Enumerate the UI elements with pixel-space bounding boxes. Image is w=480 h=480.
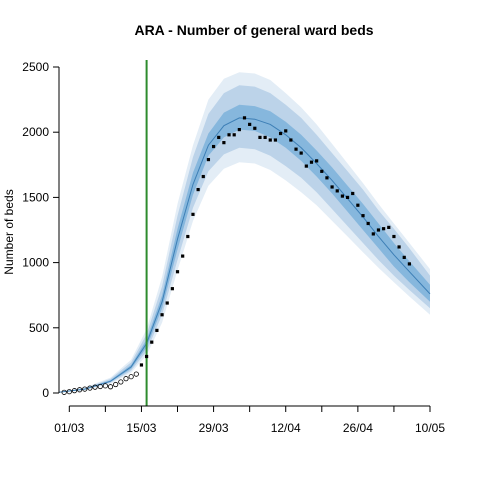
observed-point-filled — [268, 138, 272, 142]
observed-point-filled — [392, 234, 396, 239]
x-tick-label: 01/03 — [54, 421, 84, 435]
observed-point-filled — [165, 301, 169, 305]
y-tick-label: 2500 — [22, 60, 49, 74]
observed-point-filled — [304, 164, 308, 168]
y-tick-label: 1000 — [22, 256, 49, 270]
observed-point-filled — [191, 212, 195, 216]
observed-point-open — [118, 379, 124, 385]
observed-point-filled — [351, 191, 355, 196]
band-outer — [59, 72, 430, 393]
observed-point-filled — [278, 131, 283, 136]
chart-title: ARA - Number of general ward beds — [134, 22, 373, 38]
y-axis-label: Number of beds — [2, 189, 16, 274]
observed-point-open — [97, 383, 103, 390]
observed-point-filled — [340, 194, 345, 198]
observed-point-filled — [371, 232, 375, 236]
observed-point-open — [82, 386, 88, 392]
x-tick-label: 15/03 — [126, 421, 156, 435]
observed-point-filled — [309, 160, 314, 164]
observed-point-open — [102, 383, 108, 389]
observed-point-filled — [382, 227, 386, 231]
x-tick-label: 29/03 — [199, 421, 229, 435]
observed-point-open — [66, 389, 72, 395]
observed-point-filled — [155, 328, 159, 333]
observed-point-open — [77, 387, 83, 393]
observed-point-filled — [320, 169, 324, 173]
band-mid — [59, 85, 430, 393]
observed-point-open — [71, 388, 78, 394]
observed-point-filled — [150, 340, 154, 344]
observed-point-filled — [181, 254, 185, 258]
uncertainty-bands — [59, 72, 430, 393]
observed-point-open — [92, 384, 98, 390]
observed-point-open — [133, 371, 139, 377]
observed-point-filled — [387, 225, 391, 229]
x-tick-label: 12/04 — [271, 421, 301, 435]
observed-point-filled — [397, 245, 401, 249]
observed-point-open — [123, 376, 129, 382]
observed-point-filled — [227, 133, 231, 137]
observed-point-open — [87, 385, 93, 391]
observed-point-filled — [211, 144, 216, 149]
observed-point-open — [107, 384, 114, 390]
observed-point-filled — [232, 133, 236, 137]
observed-points — [61, 116, 411, 395]
observed-point-filled — [170, 287, 174, 291]
observed-point-filled — [186, 234, 190, 239]
observed-point-filled — [273, 138, 278, 142]
observed-point-filled — [139, 363, 144, 367]
observed-point-filled — [248, 122, 252, 126]
observed-point-filled — [299, 151, 303, 155]
observed-point-filled — [253, 126, 257, 130]
observed-point-filled — [356, 203, 360, 207]
observed-point-filled — [263, 135, 267, 140]
observed-point-filled — [315, 159, 319, 163]
x-tick-label: 26/04 — [343, 421, 373, 435]
observed-point-filled — [366, 221, 370, 226]
y-tick-label: 2000 — [22, 125, 49, 139]
y-tick-label: 0 — [42, 386, 49, 400]
observed-point-filled — [217, 135, 221, 140]
observed-point-filled — [242, 116, 247, 120]
observed-point-filled — [196, 187, 200, 192]
observed-point-filled — [201, 174, 205, 179]
observed-point-filled — [335, 189, 339, 193]
observed-point-filled — [407, 262, 411, 266]
observed-point-filled — [237, 127, 241, 132]
axes: 0 500 1000 1500 2000 2500 01/03 15/03 29/03 12/04… — [22, 60, 445, 435]
observed-point-filled — [361, 214, 365, 218]
observed-point-filled — [175, 270, 180, 274]
observed-point-filled — [284, 129, 288, 133]
observed-point-filled — [160, 313, 164, 317]
observed-point-filled — [402, 255, 406, 259]
x-tick-label: 10/05 — [415, 421, 445, 435]
observed-point-filled — [325, 176, 329, 180]
observed-point-filled — [345, 195, 350, 199]
observed-point-filled — [258, 135, 262, 140]
band-inner — [59, 104, 430, 393]
observed-point-filled — [144, 354, 149, 359]
observed-point-open — [61, 389, 67, 395]
observed-point-filled — [206, 157, 211, 162]
observed-point-filled — [222, 141, 226, 145]
y-tick-label: 1500 — [22, 190, 49, 204]
observed-point-filled — [330, 185, 334, 189]
observed-point-open — [128, 374, 134, 380]
observed-point-open — [113, 381, 119, 388]
observed-point-filled — [289, 138, 293, 142]
y-tick-label: 500 — [29, 321, 49, 335]
observed-point-filled — [376, 228, 381, 232]
observed-point-filled — [294, 147, 298, 151]
